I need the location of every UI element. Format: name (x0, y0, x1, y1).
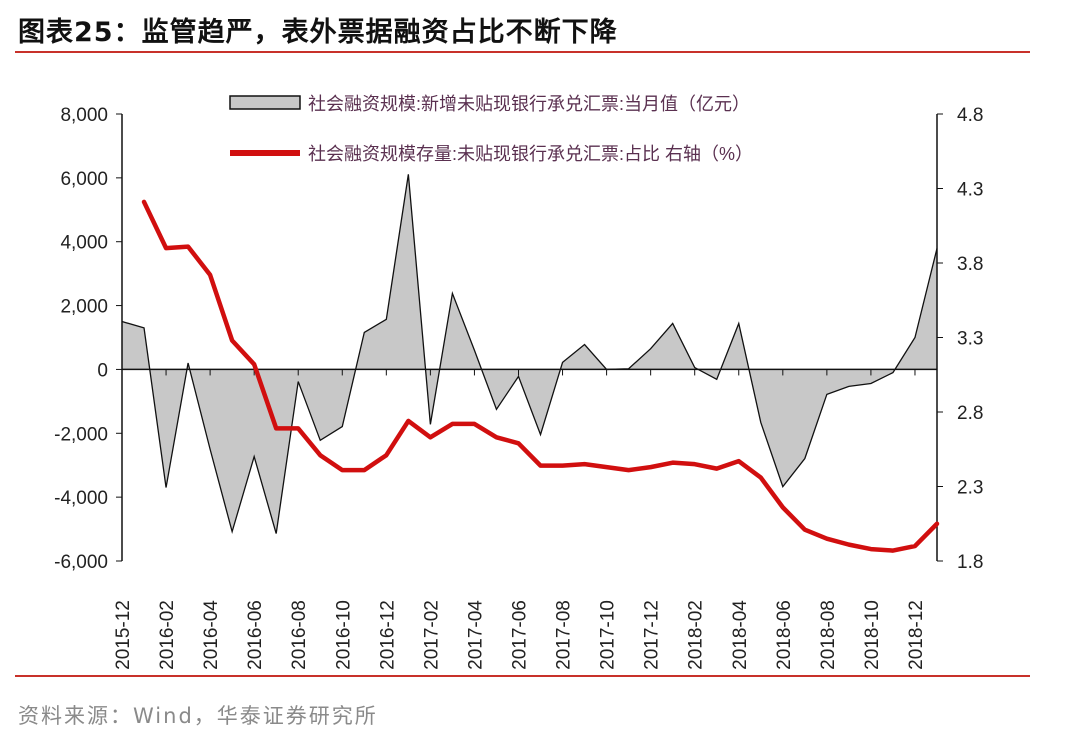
x-tick-label: 2018-10 (862, 600, 883, 670)
area-outline (121, 174, 938, 535)
left-tick-label: -6,000 (54, 552, 108, 573)
source-note: 资料来源：Wind，华泰证券研究所 (18, 704, 378, 728)
left-tick-label: -4,000 (54, 488, 108, 509)
x-tick-label: 2017-04 (465, 600, 486, 670)
right-tick-label: 3.8 (957, 254, 983, 275)
right-tick-label: 2.3 (957, 478, 983, 499)
left-tick-label: 6,000 (60, 169, 108, 190)
ratio-line (141, 199, 940, 553)
x-tick-label: 2017-06 (509, 600, 530, 670)
left-tick-label: 4,000 (60, 233, 108, 254)
x-tick-label: 2017-02 (421, 600, 442, 670)
source-divider (15, 675, 1030, 677)
x-tick-label: 2017-12 (642, 600, 663, 670)
x-tick-label: 2016-08 (289, 600, 310, 670)
right-tick-label: 4.3 (957, 180, 983, 201)
x-tick-label: 2018-04 (730, 600, 751, 670)
right-tick-label: 4.8 (957, 105, 983, 126)
left-tick-label: 2,000 (60, 297, 108, 318)
x-tick-label: 2018-02 (686, 600, 707, 670)
right-tick-label: 2.8 (957, 403, 983, 424)
x-tick-label: 2018-06 (774, 600, 795, 670)
left-tick-label: -2,000 (54, 424, 108, 445)
legend-swatch-area (229, 95, 301, 110)
x-tick-label: 2017-08 (554, 600, 575, 670)
x-tick-label: 2016-12 (377, 600, 398, 670)
x-tick-label: 2018-08 (818, 600, 839, 670)
x-tick-label: 2016-02 (157, 600, 178, 670)
chart-title: 图表25：监管趋严，表外票据融资占比不断下降 (18, 17, 618, 48)
x-tick-label: 2016-06 (245, 600, 266, 670)
legend-label-area: 社会融资规模:新增未贴现银行承兑汇票:当月值（亿元） (308, 94, 750, 114)
x-tick-label: 2016-10 (333, 600, 354, 670)
legend-label-line: 社会融资规模存量:未贴现银行承兑汇票:占比 右轴（%） (308, 144, 753, 164)
left-tick-label: 8,000 (60, 105, 108, 126)
x-tick-label: 2017-10 (598, 600, 619, 670)
x-tick-label: 2015-12 (113, 600, 134, 670)
right-tick-label: 3.3 (957, 329, 983, 350)
left-tick-label: 0 (97, 360, 108, 381)
x-tick-label: 2016-04 (201, 600, 222, 670)
right-tick-label: 1.8 (957, 552, 983, 573)
title-divider (15, 51, 1030, 53)
x-tick-label: 2018-12 (906, 600, 927, 670)
